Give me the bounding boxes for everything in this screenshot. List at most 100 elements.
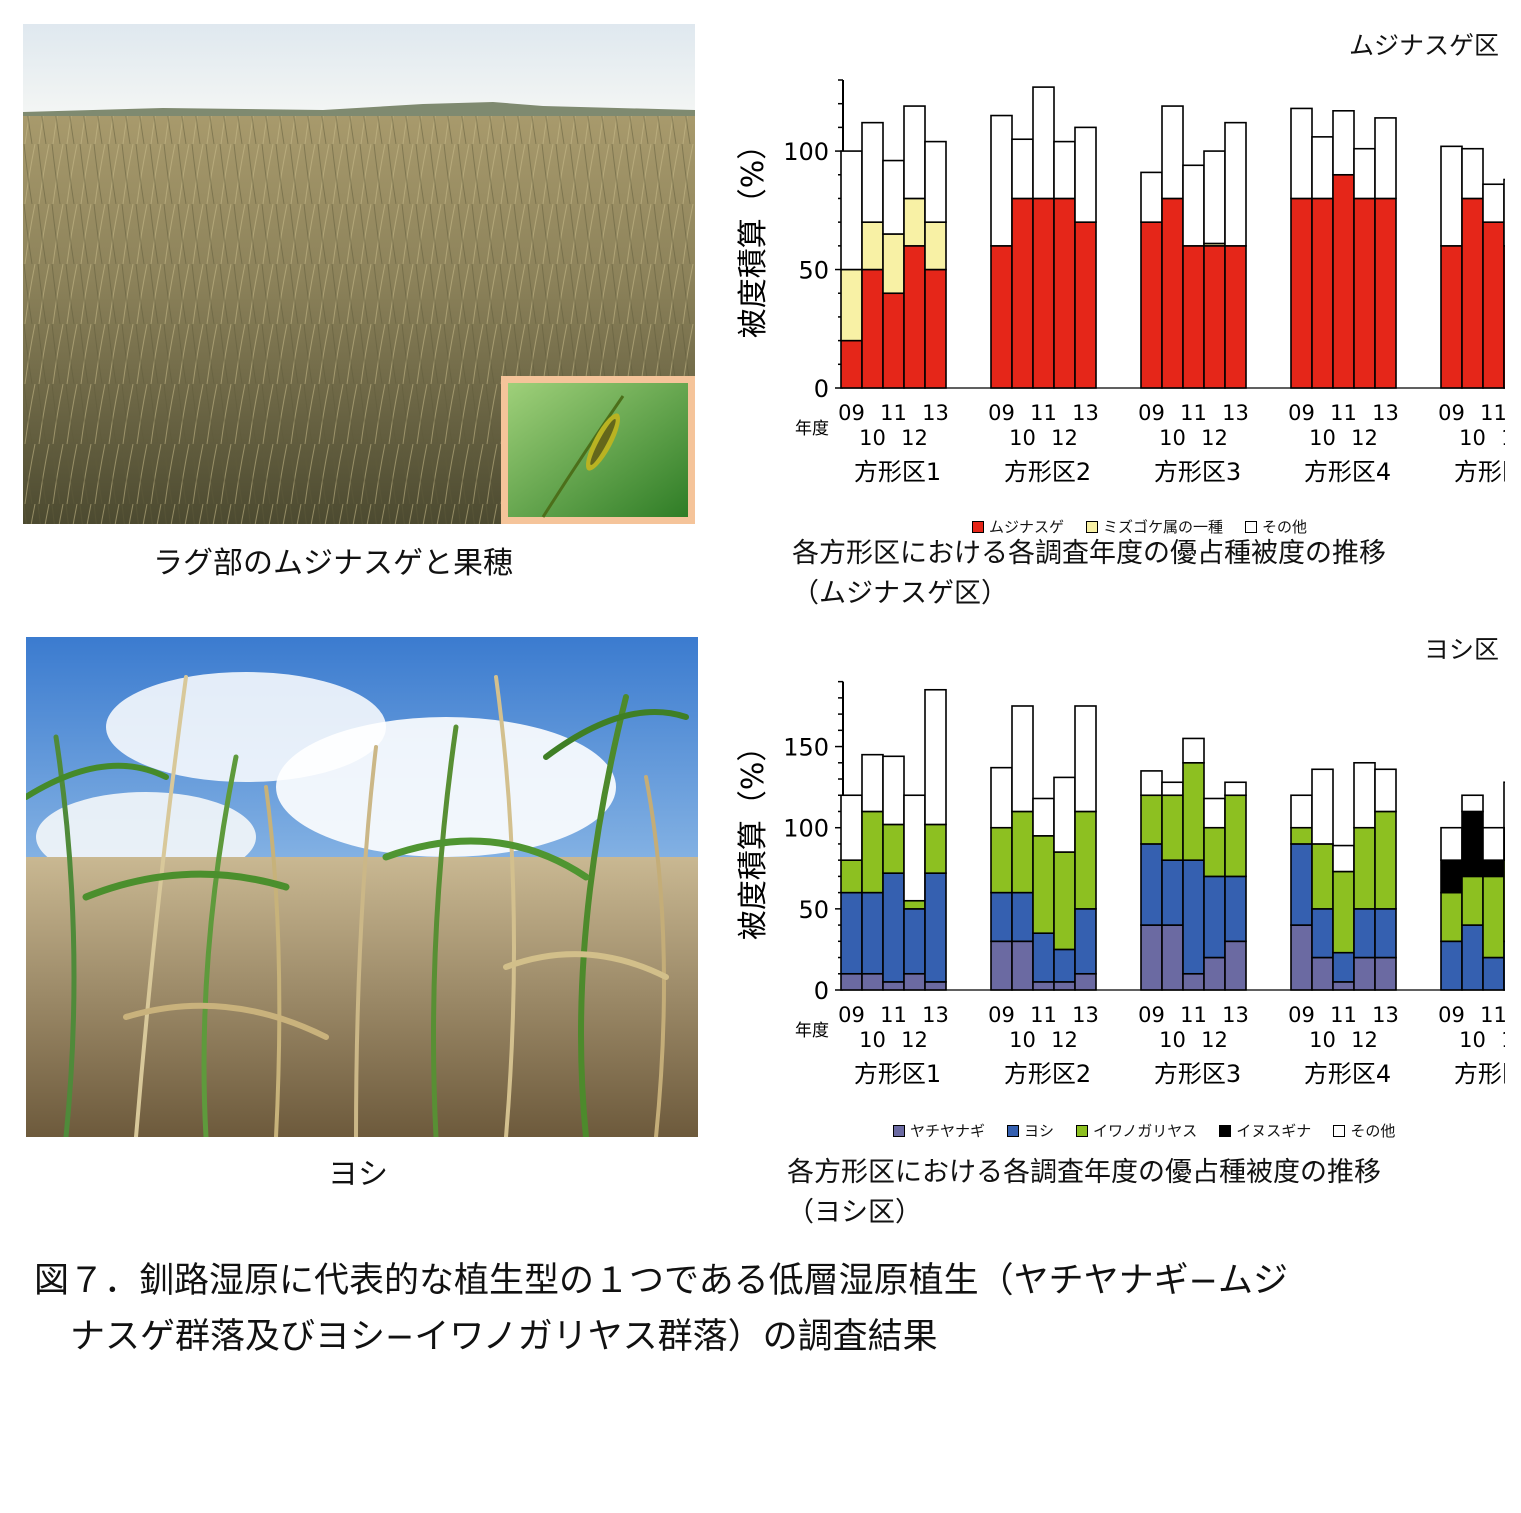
bar-segment	[882, 823, 905, 874]
legend-swatch	[972, 520, 984, 533]
bar-segment	[990, 891, 1013, 943]
bar-segment	[1074, 810, 1097, 910]
bar-segment	[1161, 197, 1184, 389]
bar-segment	[1161, 924, 1184, 991]
bar-segment	[1074, 221, 1097, 389]
bar-segment	[1074, 972, 1097, 991]
bar-segment	[1440, 891, 1463, 943]
x-year-label: 09	[1288, 401, 1315, 425]
bar-segment	[1353, 147, 1376, 200]
legend-label: その他	[1350, 1122, 1396, 1140]
bar-segment	[1224, 245, 1247, 389]
bar-segment	[1053, 948, 1076, 983]
bar-segment	[1074, 705, 1097, 813]
bar-segment	[840, 859, 863, 894]
x-year-label: 10	[1309, 1028, 1336, 1052]
x-year-label: 13	[922, 1003, 949, 1027]
bar-segment	[903, 908, 926, 975]
bar-segment	[1140, 794, 1163, 845]
bar-segment	[1461, 810, 1484, 878]
bar-segment	[1140, 171, 1163, 223]
bar-segment	[1053, 776, 1076, 853]
x-year-label: 13	[1072, 1003, 1099, 1027]
x-year-label: 09	[1138, 1003, 1165, 1027]
reed-photo	[26, 637, 698, 1137]
bar-segment	[1032, 981, 1055, 991]
bar-segment	[924, 688, 947, 826]
bar-segment	[1140, 843, 1163, 926]
bar-segment	[1353, 197, 1376, 389]
bar-segment	[882, 233, 905, 295]
x-year-label: 11	[1480, 1003, 1505, 1027]
bar-segment	[1440, 826, 1463, 861]
figure-caption-line1: 図７．釧路湿原に代表的な植生型の１つである低層湿原植生（ヤチヤナギ−ムジ	[34, 1261, 1288, 1301]
chart1-caption-line1: 各方形区における各調査年度の優占種被度の推移	[792, 538, 1386, 569]
x-year-label: 12	[1501, 426, 1505, 450]
bar-segment	[1224, 940, 1247, 991]
plot-label: 方形区2	[1004, 458, 1091, 486]
chart2-caption: 各方形区における各調査年度の優占種被度の推移 （ヨシ区）	[787, 1153, 1381, 1233]
bar-segment	[1182, 245, 1205, 389]
bar-segment	[1353, 908, 1376, 959]
bar-segment	[1032, 835, 1055, 934]
legend-label: ムジナスゲ	[989, 518, 1065, 536]
bar-segment	[1503, 781, 1521, 829]
bar-segment	[1374, 908, 1397, 959]
bar-segment	[840, 339, 863, 389]
bar-segment	[990, 766, 1013, 829]
x-year-label: 09	[1438, 1003, 1465, 1027]
bar-segment	[1353, 826, 1376, 910]
x-year-label: 09	[988, 1003, 1015, 1027]
chart1-legend: ムジナスゲ ミズゴケ属の一種 その他	[972, 516, 1307, 537]
legend-item: ヤチヤナギ	[893, 1120, 985, 1141]
bar-segment	[1224, 875, 1247, 943]
legend-label: ヤチヤナギ	[910, 1122, 986, 1140]
bar-segment	[861, 268, 884, 389]
bar-segment	[1203, 150, 1226, 245]
bottom-photo-caption: ヨシ	[328, 1157, 388, 1192]
bar-segment	[1290, 843, 1313, 926]
bar-segment	[1440, 145, 1463, 247]
x-year-label: 10	[1309, 426, 1336, 450]
bar-segment	[1074, 908, 1097, 975]
bar-segment	[861, 221, 884, 271]
bar-segment	[1374, 768, 1397, 813]
bar-segment	[1182, 737, 1205, 764]
bar-segment	[882, 872, 905, 983]
plot-label: 方形区4	[1304, 1060, 1391, 1088]
bar-segment	[1290, 924, 1313, 991]
bar-segment	[1440, 245, 1463, 389]
legend-label: ヨシ	[1024, 1122, 1055, 1140]
x-year-label: 11	[1180, 1003, 1207, 1027]
bar-segment	[1032, 797, 1055, 837]
legend-item: ミズゴケ属の一種	[1086, 516, 1223, 537]
bar-segment	[1353, 761, 1376, 829]
legend-item: イヌスギナ	[1219, 1120, 1311, 1141]
bar-segment	[1140, 770, 1163, 797]
y-tick-label: 0	[814, 375, 829, 403]
bar-segment	[1224, 794, 1247, 878]
chart1-caption: 各方形区における各調査年度の優占種被度の推移 （ムジナスゲ区）	[792, 534, 1386, 614]
bar-segment	[1332, 870, 1355, 954]
x-year-label: 10	[1159, 1028, 1186, 1052]
x-year-label: 11	[880, 1003, 907, 1027]
bar-segment	[1482, 875, 1505, 959]
bar-segment	[903, 245, 926, 389]
legend-label: ミズゴケ属の一種	[1103, 518, 1224, 536]
x-year-label: 11	[1480, 401, 1505, 425]
bar-segment	[1224, 781, 1247, 797]
legend-swatch	[893, 1124, 905, 1137]
bar-segment	[1503, 940, 1521, 991]
bar-segment	[1053, 851, 1076, 951]
bar-segment	[1311, 197, 1334, 389]
legend-item: その他	[1245, 516, 1307, 537]
legend-swatch	[1076, 1124, 1089, 1137]
bar-segment	[1053, 197, 1076, 389]
bar-segment	[924, 872, 947, 983]
bar-segment	[1011, 810, 1034, 894]
bar-segment	[1332, 109, 1355, 176]
x-year-label: 12	[1201, 1028, 1228, 1052]
bar-segment	[1011, 891, 1034, 943]
plot-label: 方形区5	[1454, 1060, 1505, 1088]
year-axis-label: 年度	[795, 1021, 829, 1041]
